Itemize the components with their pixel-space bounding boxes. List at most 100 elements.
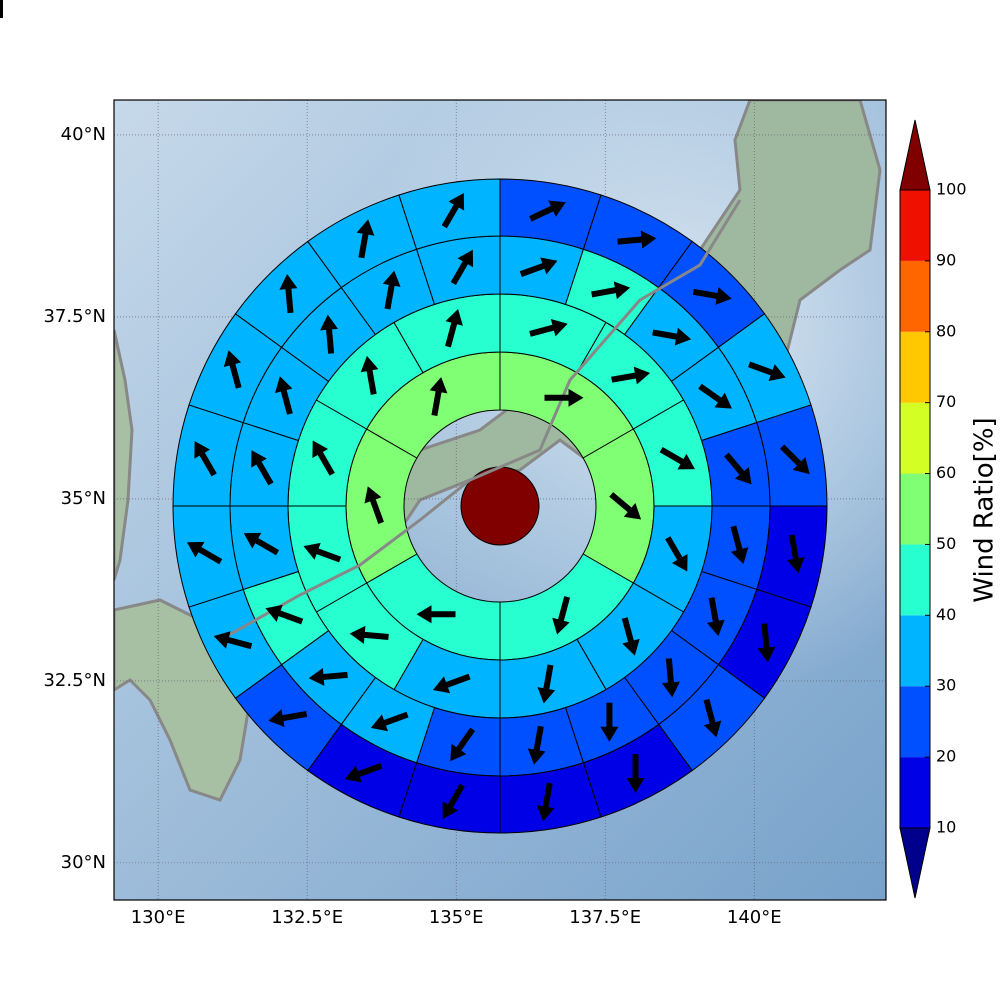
wind-arrow bbox=[223, 350, 242, 389]
arrows bbox=[0, 0, 810, 822]
colorbar-bin bbox=[900, 544, 930, 616]
wind-arrow bbox=[360, 355, 379, 395]
colorbar-tick-label: 30 bbox=[936, 676, 956, 695]
wind-arrow bbox=[698, 383, 732, 409]
wind-arrow bbox=[251, 450, 274, 486]
wind-arrow bbox=[529, 318, 568, 337]
wind-arrow bbox=[194, 441, 217, 477]
colorbar-tick-label: 50 bbox=[936, 534, 956, 553]
wind-arrow bbox=[344, 762, 383, 783]
colorbar-bin bbox=[900, 331, 930, 403]
wind-arrow bbox=[537, 664, 556, 704]
colorbar-tick-label: 10 bbox=[936, 818, 956, 837]
wind-arrow bbox=[600, 702, 619, 742]
map-frame bbox=[113, 99, 887, 901]
wind-arrow bbox=[724, 452, 752, 485]
wind-arrow bbox=[692, 287, 732, 305]
wind-arrow bbox=[268, 709, 308, 727]
sectors bbox=[173, 179, 828, 834]
colorbar-tick-label: 40 bbox=[936, 605, 956, 624]
wind-arrow bbox=[757, 623, 776, 663]
wind-arrow bbox=[370, 711, 409, 732]
wind-arrow bbox=[626, 753, 645, 793]
colorbar-tick-label: 70 bbox=[936, 392, 956, 411]
y-tick-label: 37.5°N bbox=[43, 306, 106, 327]
wind-arrow bbox=[529, 200, 566, 222]
wind-arrow bbox=[265, 604, 304, 625]
wind-arrow bbox=[364, 486, 384, 524]
wind-arrow bbox=[621, 617, 640, 656]
wind-arrow bbox=[279, 274, 298, 314]
wind-arrow bbox=[320, 314, 339, 354]
x-tick-label: 135°E bbox=[429, 907, 484, 928]
y-tick-label: 32.5°N bbox=[43, 670, 106, 691]
colorbar-tick-label: 80 bbox=[936, 321, 956, 340]
y-tick-label: 30°N bbox=[61, 852, 106, 873]
wind-arrow bbox=[665, 536, 688, 572]
wind-arrow bbox=[0, 0, 3, 18]
coastline bbox=[219, 199, 742, 642]
colorbar-bin bbox=[900, 260, 930, 332]
wind-arrow bbox=[349, 625, 389, 644]
colorbar-bin bbox=[900, 615, 930, 687]
wind-arrow bbox=[779, 444, 810, 475]
y-tick-label: 40°N bbox=[61, 124, 106, 145]
wind-arrow bbox=[703, 698, 722, 738]
axis-ticks: 130°E 132.5°E 135°E 137.5°E 140°E 30°N 32.5°N 3… bbox=[43, 124, 781, 928]
x-tick-label: 130°E bbox=[131, 907, 186, 928]
wind-arrow bbox=[659, 447, 695, 470]
colorbar-extend-top bbox=[899, 119, 931, 191]
wind-arrow bbox=[609, 492, 642, 520]
wind-arrow bbox=[661, 658, 680, 698]
wind-arrow bbox=[356, 219, 375, 259]
colorbar-extend-bottom bbox=[899, 827, 931, 899]
colorbar: 10 20 30 40 50 60 70 80 90 100 bbox=[899, 119, 967, 899]
wind-arrow bbox=[450, 727, 476, 762]
wind-arrow bbox=[303, 542, 342, 563]
wind-arrow bbox=[308, 667, 348, 686]
wind-arrow bbox=[441, 192, 465, 229]
wind-arrow bbox=[706, 597, 725, 637]
wind-arrow bbox=[445, 308, 463, 348]
wind-arrow bbox=[527, 725, 546, 765]
colorbar-bin bbox=[900, 473, 930, 545]
wind-arrow bbox=[730, 525, 749, 564]
wind-arrow bbox=[617, 230, 657, 249]
colorbar-bin bbox=[900, 190, 930, 261]
wind-arrow bbox=[186, 541, 223, 565]
colorbar-tick-label: 20 bbox=[936, 747, 956, 766]
wind-arrow bbox=[536, 782, 555, 822]
colorbar-bin bbox=[900, 686, 930, 758]
x-tick-label: 137.5°E bbox=[569, 907, 641, 928]
wind-arrow bbox=[611, 366, 651, 385]
colorbar-frame bbox=[899, 189, 931, 829]
colorbar-bin bbox=[900, 402, 930, 474]
y-tick-label: 35°N bbox=[61, 488, 106, 509]
wind-arrow bbox=[748, 361, 786, 381]
wind-arrow bbox=[544, 388, 584, 407]
wind-arrow bbox=[382, 270, 401, 310]
colorbar-bin bbox=[900, 757, 930, 828]
x-tick-label: 140°E bbox=[727, 907, 782, 928]
wind-arrow bbox=[243, 532, 280, 556]
wind-arrow bbox=[519, 257, 558, 277]
wind-arrow bbox=[552, 596, 571, 635]
colorbar-label: Wind Ratio[%] bbox=[970, 417, 1000, 602]
colorbar-tick-label: 90 bbox=[936, 250, 956, 269]
colorbar-tick-label: 60 bbox=[936, 463, 956, 482]
wind-arrow bbox=[312, 440, 335, 476]
wind-arrow bbox=[429, 377, 448, 416]
wind-arrow bbox=[275, 376, 293, 415]
wind-arrow bbox=[591, 281, 631, 300]
wind-arrow bbox=[432, 673, 471, 694]
wind-arrow bbox=[416, 605, 456, 624]
x-tick-label: 132.5°E bbox=[271, 907, 343, 928]
wind-arrow bbox=[213, 631, 253, 650]
wind-arrow bbox=[787, 534, 805, 574]
colorbar-tick-label: 100 bbox=[936, 180, 967, 199]
wind-arrow bbox=[442, 783, 465, 820]
wind-arrow bbox=[450, 249, 474, 286]
wind-arrow bbox=[652, 327, 692, 346]
